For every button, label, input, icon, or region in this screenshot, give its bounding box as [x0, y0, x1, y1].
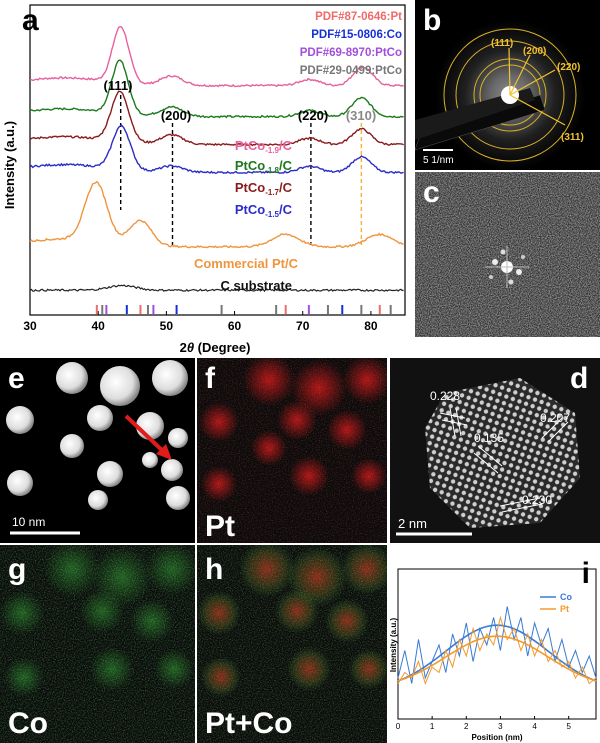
ptco-map-panel: h Pt+Co	[197, 545, 387, 743]
xrd-dashed-lines	[119, 95, 363, 245]
sample-label-1-9: PtCo-1.9/C	[235, 138, 293, 155]
hrtem-spacing-4: 0.230	[522, 493, 552, 507]
panel-label-e: e	[8, 362, 25, 395]
sample-label-1-7: PtCo-1.7/C	[235, 180, 293, 197]
xrd-x-tick-label: 70	[296, 319, 310, 333]
pdf-legend-ptco-1: PDF#69-8970:PtCo	[300, 47, 402, 59]
line-scan-x-tick-label: 3	[498, 722, 503, 731]
saed-label-220: (220)	[557, 62, 580, 73]
sample-label-substrate: C substrate	[220, 278, 292, 293]
panel-label-f: f	[205, 362, 216, 395]
saed-label-200: (200)	[523, 46, 546, 57]
line-scan-xlabel: Position (nm)	[471, 733, 522, 742]
saed-ring-200	[473, 58, 547, 132]
xrd-x-tick-label: 80	[364, 319, 378, 333]
legend-co-label: Co	[560, 592, 572, 602]
hrtem-particle	[425, 378, 580, 528]
pt-map-element-label: Pt	[205, 510, 235, 543]
ptco-map-element-label: Pt+Co	[205, 707, 293, 740]
saed-ring-311	[443, 28, 577, 162]
xrd-curve-ptco-1-7	[29, 90, 405, 147]
xrd-panel: a Intensity (a.u.) 2θ (Degree) 30 40 50 60 7…	[2, 4, 406, 355]
sample-label-commercial: Commercial Pt/C	[194, 256, 299, 271]
haadf-scale-label: 10 nm	[12, 515, 45, 529]
saed-line-111	[508, 47, 511, 96]
line-scan-co-fit	[397, 624, 597, 682]
xrd-x-tick-label: 30	[23, 319, 37, 333]
line-scan-ylabel: Intensity (a.u.)	[390, 618, 398, 673]
saed-panel: (111) (200) (220) (311) b 5 1/nm	[415, 0, 600, 170]
xrd-xlabel: 2θ (Degree)	[180, 340, 251, 355]
pdf-legend-ptco-2: PDF#29-0499:PtCo	[300, 65, 402, 77]
haadf-panel: e 10 nm	[0, 358, 195, 543]
saed-scale-label: 5 1/nm	[423, 155, 454, 166]
hkl-label-310: (310)	[346, 108, 376, 123]
hrtem-spacing-2: 0.135	[474, 431, 504, 445]
fft-panel: c	[415, 172, 600, 337]
xrd-curve-ptco-1-5	[29, 124, 404, 175]
line-scan-arrow	[124, 414, 168, 456]
sample-label-1-5: PtCo-1.5/C	[235, 202, 293, 219]
line-scan-co	[397, 606, 597, 684]
line-scan-arrowhead	[156, 444, 172, 460]
hrtem-fringe-markers	[439, 407, 569, 513]
ptco-map-noise	[197, 545, 387, 743]
hrtem-panel: 0.228 0.135 0.207 0.230 d 2 nm	[390, 358, 600, 543]
hrtem-scale-label: 2 nm	[398, 516, 427, 531]
xrd-x-tick-label: 60	[228, 319, 242, 333]
xrd-curves	[29, 25, 405, 293]
panel-label-c: c	[423, 176, 440, 209]
xrd-ylabel: Intensity (a.u.)	[2, 121, 17, 209]
hrtem-spacing-3: 0.207	[540, 411, 570, 425]
panel-label-h: h	[205, 553, 223, 586]
panel-label-d: d	[570, 362, 588, 395]
panel-label-b: b	[423, 4, 441, 37]
legend-pt-label: Pt	[560, 604, 569, 614]
xrd-curve-commercial	[29, 180, 404, 249]
hkl-label-220: (220)	[298, 108, 328, 123]
xrd-curve-ptco-1-8	[29, 59, 404, 119]
xrd-x-tick-label: 50	[160, 319, 174, 333]
pt-map-panel: f Pt	[197, 358, 387, 543]
line-scan-frame	[397, 568, 597, 720]
pdf-legend-pt: PDF#87-0646:Pt	[315, 11, 402, 23]
co-map-panel: g Co	[0, 545, 195, 743]
saed-ring-220	[455, 40, 565, 150]
hkl-label-200: (200)	[161, 108, 191, 123]
saed-line-200	[509, 54, 531, 96]
line-scan-curves	[397, 606, 597, 685]
pt-map-noise	[197, 358, 387, 543]
xrd-x-tick-label: 40	[92, 319, 106, 333]
panel-label-i: i	[582, 557, 590, 590]
xrd-curve-ptco-1-9	[29, 25, 404, 88]
line-scan-x-tick-label: 2	[464, 722, 469, 731]
panel-label-g: g	[8, 553, 26, 586]
fft-spots	[485, 246, 529, 288]
hkl-label-111: (111)	[104, 78, 133, 93]
line-scan-x-tick-label: 4	[532, 722, 537, 731]
saed-label-111: (111)	[491, 38, 513, 49]
saed-line-220	[509, 69, 556, 96]
line-scan-pt-fit	[397, 635, 597, 682]
sample-label-1-8: PtCo-1.8/C	[235, 158, 293, 175]
line-scan-x-tick-label: 5	[566, 722, 571, 731]
hrtem-spacing-1: 0.228	[430, 389, 460, 403]
xrd-plot-frame	[29, 4, 406, 316]
co-map-noise	[0, 545, 195, 743]
pdf-legend-co: PDF#15-0806:Co	[311, 29, 402, 41]
line-scan-x-tick-label: 0	[396, 722, 401, 731]
saed-line-311	[509, 94, 566, 126]
line-scan-x-tick-label: 1	[430, 722, 435, 731]
saed-label-311: (311)	[561, 132, 584, 143]
xrd-curve-substrate	[29, 284, 404, 293]
co-map-element-label: Co	[8, 707, 48, 740]
nanoparticles	[6, 360, 190, 510]
xrd-reference-ticks	[95, 305, 392, 314]
xrd-x-ticks: 30 40 50 60 70 80	[23, 311, 378, 333]
line-scan-x-ticks: 0 1 2 3 4 5	[396, 716, 571, 731]
